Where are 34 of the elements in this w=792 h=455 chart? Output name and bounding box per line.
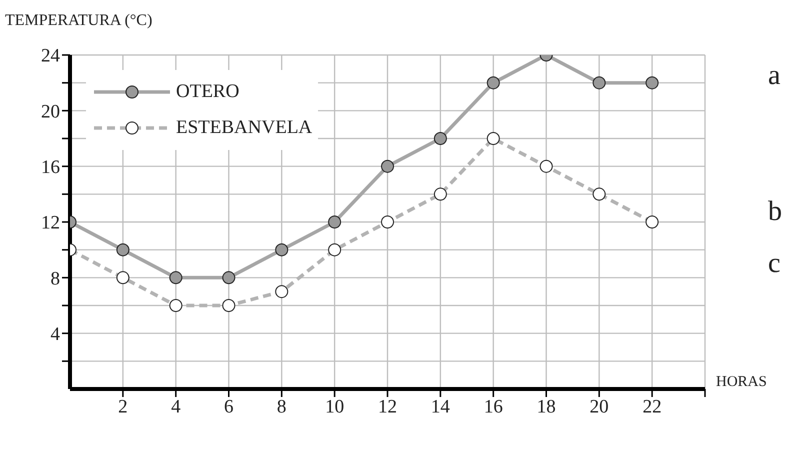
point — [646, 76, 659, 90]
point — [275, 243, 288, 256]
y-tick-label: 20 — [41, 101, 60, 122]
x-tick-label: 18 — [536, 396, 556, 418]
point — [592, 76, 606, 90]
text: a — [768, 60, 780, 92]
point — [222, 271, 236, 284]
legend-label: OTERO — [176, 81, 240, 103]
x-tick-label: 6 — [224, 396, 234, 418]
x-tick-label: 20 — [590, 396, 609, 418]
y-tick-label: 12 — [41, 212, 60, 234]
y-tick-label: 24 — [41, 46, 60, 67]
point — [381, 160, 394, 173]
text: c — [768, 248, 780, 280]
x-tick-label: 12 — [378, 396, 397, 418]
x-tick-label: 2 — [118, 396, 128, 418]
x-tick-label: 16 — [484, 396, 503, 418]
x-tick-label: 10 — [325, 396, 344, 418]
x-tick-label: 14 — [430, 396, 450, 418]
x-tick-label: 8 — [276, 396, 286, 418]
y-tick-label: 16 — [41, 157, 60, 178]
point — [169, 271, 182, 284]
point — [486, 76, 500, 90]
x-tick-label: 22 — [642, 396, 662, 418]
legend-label: ESTEBANVELA — [176, 117, 312, 139]
point — [328, 216, 342, 228]
point — [116, 243, 130, 256]
y-tick-label: 4 — [50, 324, 60, 346]
y-axis-title: TEMPERATURA (°C) — [5, 12, 152, 30]
point — [434, 132, 447, 145]
text: b — [768, 196, 782, 228]
x-tick-label: 4 — [171, 396, 182, 418]
y-tick-label: 8 — [50, 268, 60, 290]
x-axis-title: HORAS — [716, 374, 767, 391]
